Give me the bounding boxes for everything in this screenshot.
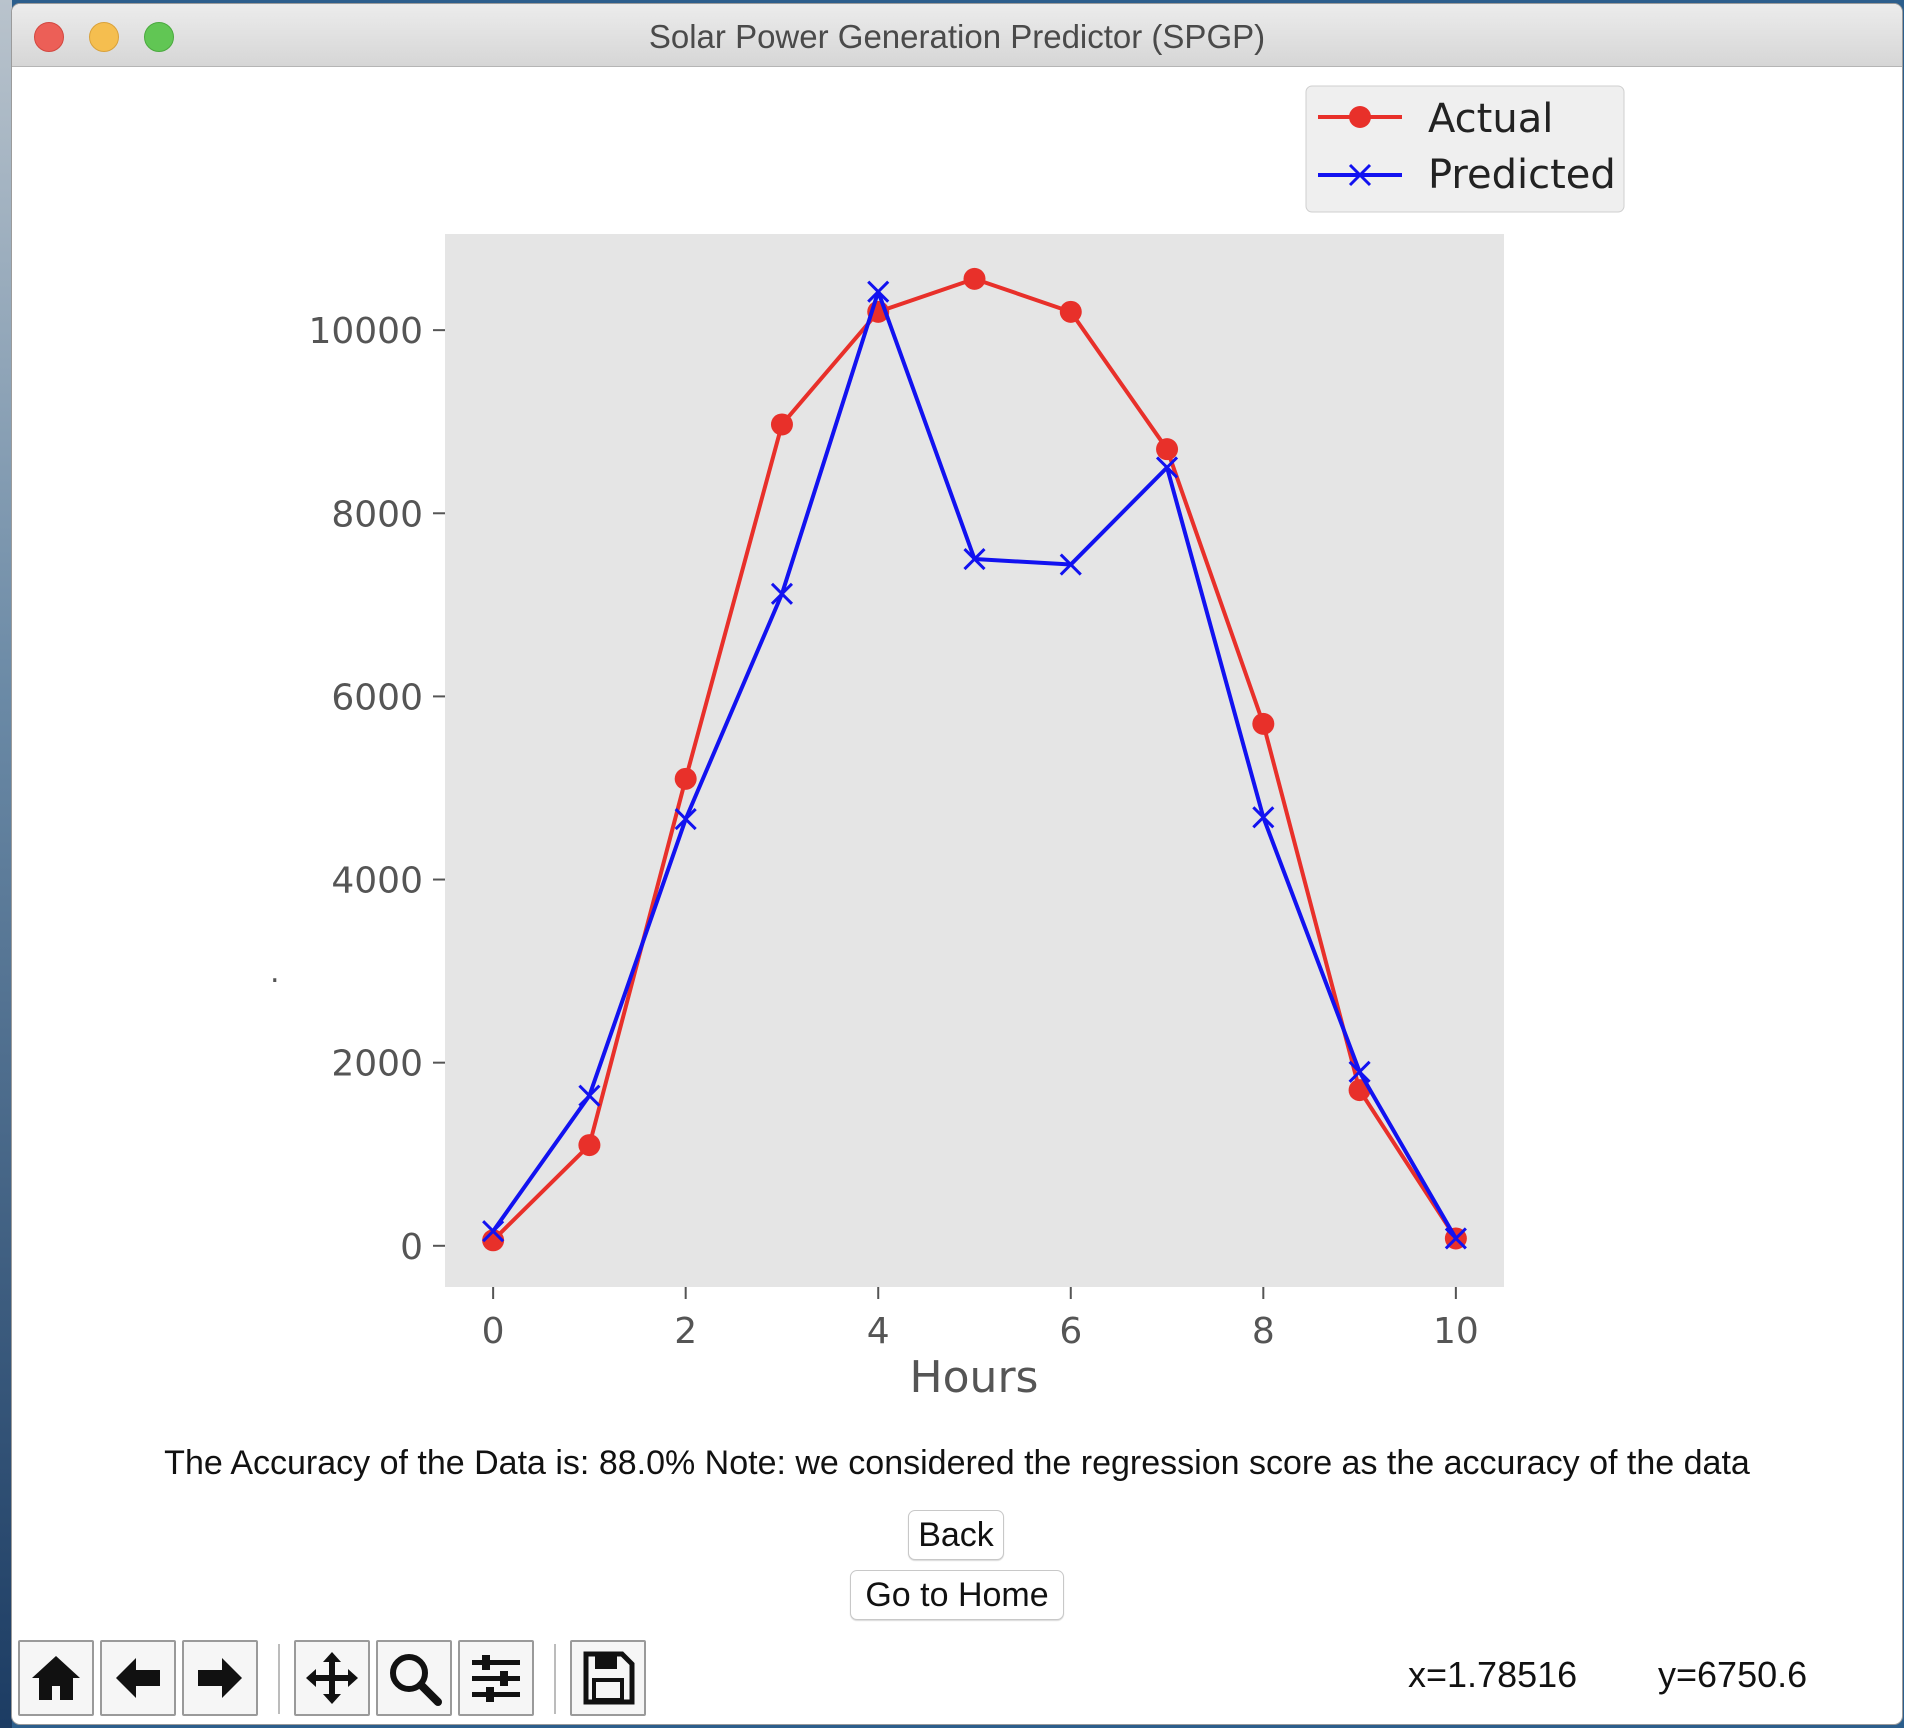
maximize-window-button[interactable] xyxy=(144,22,174,52)
predicted-data-point xyxy=(1155,456,1179,479)
predicted-data-point xyxy=(674,808,697,831)
legend-predicted-label: Predicted xyxy=(1428,152,1616,198)
actual-data-point xyxy=(1156,438,1179,461)
predicted-data-point xyxy=(1348,1060,1371,1083)
toolbar-back-button[interactable] xyxy=(100,1640,176,1716)
minimize-window-button[interactable] xyxy=(89,22,119,52)
y-axis-label: . xyxy=(270,955,280,990)
desktop-background xyxy=(0,0,12,1728)
x-axis-label: Hours xyxy=(910,1352,1039,1403)
predicted-data-point xyxy=(1252,806,1275,829)
actual-data-point xyxy=(674,767,697,790)
x-tick-label: 6 xyxy=(1059,1311,1082,1352)
toolbar-separator xyxy=(554,1644,556,1714)
configure-subplots-icon xyxy=(472,1655,520,1702)
toolbar-configure-button[interactable] xyxy=(458,1640,534,1716)
go-to-home-button[interactable]: Go to Home xyxy=(850,1570,1064,1620)
legend-predicted-marker xyxy=(1348,163,1372,187)
cursor-y-readout: y=6750.6 xyxy=(1658,1654,1808,1695)
y-tick-label: 2000 xyxy=(331,1044,423,1085)
y-tick-label: 4000 xyxy=(331,861,423,902)
actual-data-point xyxy=(1252,712,1275,735)
home-icon xyxy=(32,1656,80,1700)
toolbar-forward-button[interactable] xyxy=(182,1640,258,1716)
legend-actual-marker xyxy=(1349,106,1371,128)
predicted-data-point xyxy=(1444,1227,1467,1250)
y-tick-label: 8000 xyxy=(331,494,423,535)
actual-data-point xyxy=(770,413,793,436)
predicted-data-point xyxy=(867,280,890,303)
toolbar-pan-button[interactable] xyxy=(294,1640,370,1716)
predicted-data-point xyxy=(1059,553,1082,576)
x-tick-label: 0 xyxy=(482,1311,505,1352)
forward-arrow-icon xyxy=(198,1658,242,1698)
plot-area xyxy=(445,234,1504,1287)
x-tick-label: 2 xyxy=(674,1311,697,1352)
x-tick-label: 8 xyxy=(1252,1311,1275,1352)
actual-data-point xyxy=(963,267,986,290)
app-window: Solar Power Generation Predictor (SPGP) … xyxy=(12,4,1902,1724)
cursor-x-readout: x=1.78516 xyxy=(1408,1654,1578,1695)
legend-actual-label: Actual xyxy=(1428,96,1553,142)
accuracy-message: The Accuracy of the Data is: 88.0% Note:… xyxy=(164,1444,1750,1482)
toolbar-separator xyxy=(278,1644,280,1714)
series-layer xyxy=(482,267,1467,1252)
close-window-button[interactable] xyxy=(34,22,64,52)
toolbar-home-button[interactable] xyxy=(18,1640,94,1716)
predicted-data-point xyxy=(578,1084,601,1107)
actual-data-point xyxy=(1059,300,1082,323)
predicted-data-point xyxy=(770,582,794,605)
y-tick-label: 6000 xyxy=(331,677,423,718)
toolbar-save-button[interactable] xyxy=(570,1640,646,1716)
background-window-edge xyxy=(1904,0,1920,1728)
actual-data-point xyxy=(578,1134,601,1157)
y-tick-label: 0 xyxy=(400,1227,423,1268)
axes: 0 2000 4000 6000 8000 10000 0 2 4 6 8 10 xyxy=(308,311,1478,1352)
back-arrow-icon xyxy=(116,1658,160,1698)
zoom-icon xyxy=(390,1654,442,1706)
predicted-data-point xyxy=(482,1220,505,1243)
line-chart[interactable]: 0 2000 4000 6000 8000 10000 0 2 4 6 8 10 . Hours Ac… xyxy=(12,4,1902,1434)
toolbar-zoom-button[interactable] xyxy=(376,1640,452,1716)
legend: Actual Predicted xyxy=(1305,85,1625,213)
title-bar[interactable]: Solar Power Generation Predictor (SPGP) xyxy=(12,4,1902,67)
y-tick-label: 10000 xyxy=(308,311,423,352)
x-tick-label: 4 xyxy=(867,1311,890,1352)
pan-icon xyxy=(306,1652,358,1704)
back-button[interactable]: Back xyxy=(908,1510,1004,1560)
predicted-data-point xyxy=(963,547,986,571)
window-title: Solar Power Generation Predictor (SPGP) xyxy=(648,18,1266,55)
save-icon xyxy=(583,1651,635,1705)
x-tick-label: 10 xyxy=(1433,1311,1479,1352)
